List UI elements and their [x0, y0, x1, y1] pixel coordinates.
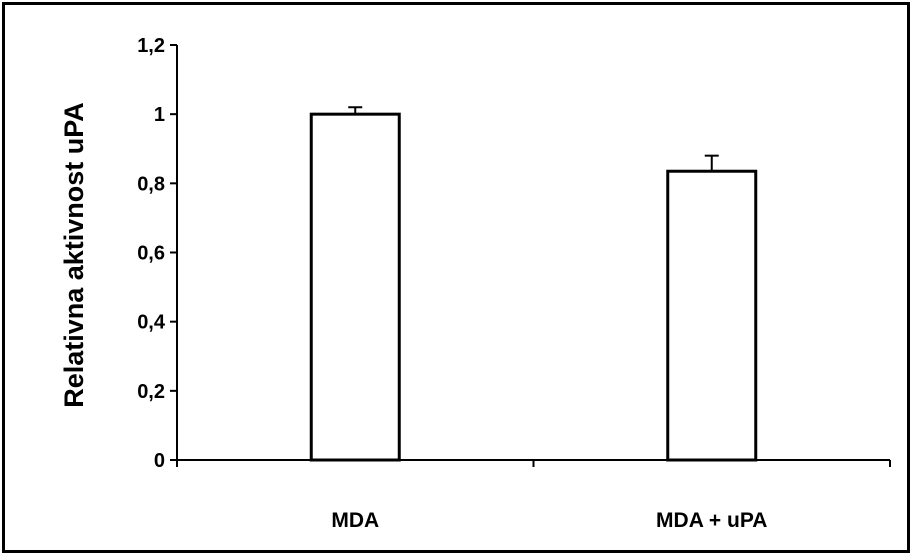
category-label: MDA + uPA: [656, 509, 767, 532]
y-axis-ticks: 0 0,2 0,4 0,6 0,8 1 1,2: [137, 35, 177, 472]
y-axis-title: Relativna aktivnost uPA: [59, 102, 89, 408]
y-tick-label: 0: [154, 450, 165, 472]
y-tick-label: 0,4: [137, 312, 166, 334]
y-tick-label: 0,2: [137, 381, 165, 403]
y-tick-label: 1,2: [137, 35, 165, 57]
bar-1: [666, 169, 758, 462]
error-bars: [348, 106, 719, 172]
y-tick-label: 0,6: [137, 243, 165, 265]
axes: [176, 45, 891, 467]
category-label: MDA: [331, 509, 379, 532]
x-axis-labels: MDA MDA + uPA: [331, 509, 767, 532]
bar-0: [309, 112, 401, 462]
y-tick-label: 1: [154, 104, 165, 126]
bars: [309, 112, 758, 462]
y-tick-label: 0,8: [137, 173, 165, 195]
